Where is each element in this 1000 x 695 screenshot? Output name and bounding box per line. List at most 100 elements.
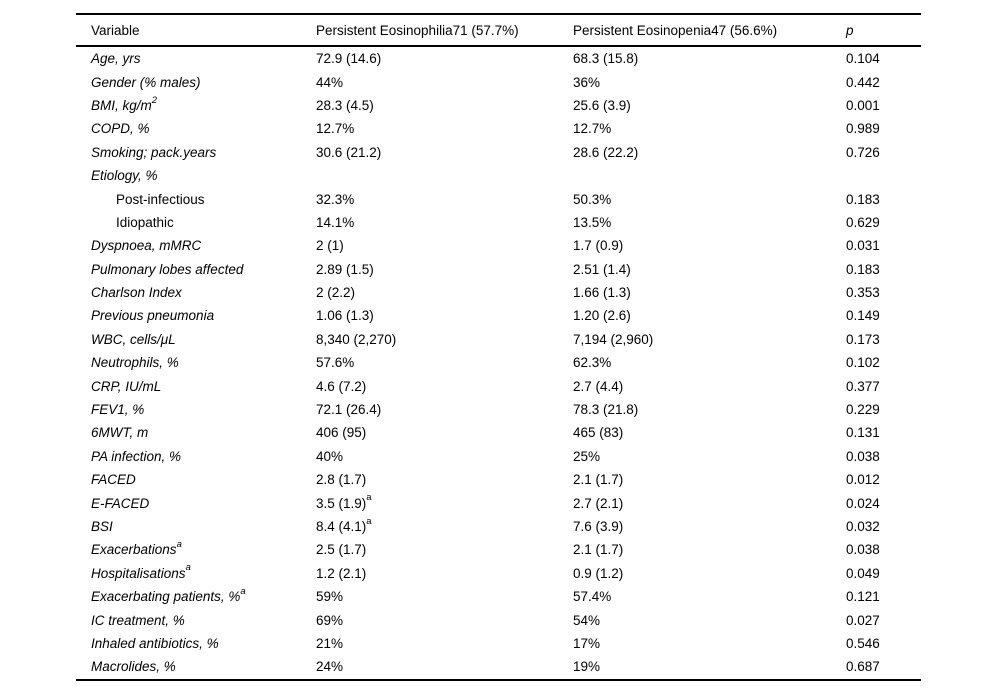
- p-value: 0.038: [846, 448, 880, 464]
- row-variable-label: Inhaled antibiotics, %: [91, 635, 219, 651]
- eosinopenia-value: 57.4%: [573, 589, 612, 605]
- eosinopenia-value: 2.7 (2.1): [573, 495, 624, 511]
- p-value: 0.038: [846, 542, 880, 558]
- eosinopenia-value: 7,194 (2,960): [573, 331, 654, 347]
- row-variable-label: Neutrophils, %: [91, 355, 179, 371]
- table-row: BMI, kg/m2 28.3 (4.5) 25.6 (3.9) 0.001: [76, 94, 921, 117]
- row-variable-label: Macrolides, %: [91, 659, 176, 675]
- eosinophilia-value: 69%: [316, 612, 344, 628]
- header-p-value: p: [846, 22, 854, 38]
- eosinopenia-value: 12.7%: [573, 121, 612, 137]
- eosinopenia-value: 25%: [573, 448, 601, 464]
- eosinopenia-value: 54%: [573, 612, 601, 628]
- row-variable-label: 6MWT, m: [91, 425, 149, 441]
- p-value: 0.377: [846, 378, 880, 394]
- row-variable-label: WBC, cells/μL: [91, 331, 176, 347]
- table-row: FEV1, % 72.1 (26.4) 78.3 (21.8) 0.229: [76, 398, 921, 421]
- eosinopenia-value: 50.3%: [573, 191, 612, 207]
- eosinophilia-value: 406 (95): [316, 425, 367, 441]
- row-variable-label: Age, yrs: [91, 51, 141, 67]
- header-group-eosinophilia: Persistent Eosinophilia71 (57.7%): [316, 22, 519, 38]
- superscript-marker: a: [366, 492, 372, 504]
- eosinophilia-value: 24%: [316, 659, 344, 675]
- eosinopenia-value: 62.3%: [573, 355, 612, 371]
- eosinophilia-value: 1.2 (2.1): [316, 565, 367, 581]
- table-top-rule: [76, 13, 921, 15]
- table-row: FACED 2.8 (1.7) 2.1 (1.7) 0.012: [76, 468, 921, 491]
- table-row: Exacerbating patients, %a 59% 57.4% 0.121: [76, 585, 921, 608]
- eosinophilia-value: 32.3%: [316, 191, 355, 207]
- superscript-marker: a: [366, 515, 372, 527]
- p-value: 0.104: [846, 51, 880, 67]
- eosinopenia-value: 17%: [573, 635, 601, 651]
- table-row: Post-infectious 32.3% 50.3% 0.183: [76, 187, 921, 210]
- eosinophilia-value: 30.6 (21.2): [316, 144, 382, 160]
- table-header-row: Variable Persistent Eosinophilia71 (57.7…: [76, 15, 921, 45]
- table-row: PA infection, % 40% 25% 0.038: [76, 445, 921, 468]
- table-row: E-FACED 3.5 (1.9)a 2.7 (2.1) 0.024: [76, 491, 921, 514]
- p-value: 0.049: [846, 565, 880, 581]
- table-row: Hospitalisationsa 1.2 (2.1) 0.9 (1.2) 0.049: [76, 562, 921, 585]
- eosinophilia-value: 57.6%: [316, 355, 355, 371]
- eosinophilia-value: 59%: [316, 589, 344, 605]
- eosinophilia-value: 2 (1): [316, 238, 344, 254]
- p-value: 0.102: [846, 355, 880, 371]
- row-variable-label: FEV1, %: [91, 402, 145, 418]
- eosinophilia-value: 28.3 (4.5): [316, 97, 374, 113]
- p-value: 0.546: [846, 635, 880, 651]
- row-variable-label: Etiology, %: [91, 168, 158, 184]
- eosinophilia-value: 2 (2.2): [316, 285, 356, 301]
- eosinophilia-value: 1.06 (1.3): [316, 308, 374, 324]
- comparison-table: Variable Persistent Eosinophilia71 (57.7…: [76, 13, 921, 681]
- row-variable-label: Gender (% males): [91, 74, 201, 90]
- table-row: Neutrophils, % 57.6% 62.3% 0.102: [76, 351, 921, 374]
- table-row: Previous pneumonia 1.06 (1.3) 1.20 (2.6) 0.…: [76, 304, 921, 327]
- table-body: Age, yrs 72.9 (14.6) 68.3 (15.8) 0.104 Gende…: [76, 47, 921, 679]
- table-row: 6MWT, m 406 (95) 465 (83) 0.131: [76, 421, 921, 444]
- table-row: Pulmonary lobes affected 2.89 (1.5) 2.51 (…: [76, 258, 921, 281]
- eosinopenia-value: 465 (83): [573, 425, 624, 441]
- eosinopenia-value: 25.6 (3.9): [573, 97, 631, 113]
- eosinopenia-value: 1.7 (0.9): [573, 238, 624, 254]
- table-bottom-rule: [76, 678, 921, 681]
- eosinophilia-value: 8.4 (4.1)a: [316, 515, 372, 534]
- p-value: 0.149: [846, 308, 880, 324]
- eosinophilia-value: 40%: [316, 448, 344, 464]
- row-variable-label: Dyspnoea, mMRC: [91, 238, 202, 254]
- p-value: 0.001: [846, 97, 880, 113]
- table-row: Macrolides, % 24% 19% 0.687: [76, 655, 921, 678]
- row-variable-label: CRP, IU/mL: [91, 378, 162, 394]
- table-row: BSI 8.4 (4.1)a 7.6 (3.9) 0.032: [76, 515, 921, 538]
- eosinophilia-value: 72.9 (14.6): [316, 51, 382, 67]
- table-row: WBC, cells/μL 8,340 (2,270) 7,194 (2,960) 0…: [76, 328, 921, 351]
- eosinopenia-value: 0.9 (1.2): [573, 565, 624, 581]
- row-variable-label: E-FACED: [91, 495, 150, 511]
- p-value: 0.131: [846, 425, 880, 441]
- p-value: 0.687: [846, 659, 880, 675]
- eosinophilia-value: 2.89 (1.5): [316, 261, 374, 277]
- row-variable-label: IC treatment, %: [91, 612, 185, 628]
- eosinophilia-value: 12.7%: [316, 121, 355, 137]
- p-value: 0.353: [846, 285, 880, 301]
- row-variable-label: Smoking; pack.years: [91, 144, 217, 160]
- table-header-rule: [76, 45, 921, 47]
- table-row: Idiopathic 14.1% 13.5% 0.629: [76, 211, 921, 234]
- eosinopenia-value: 28.6 (22.2): [573, 144, 639, 160]
- eosinopenia-value: 2.51 (1.4): [573, 261, 631, 277]
- table-row: CRP, IU/mL 4.6 (7.2) 2.7 (4.4) 0.377: [76, 374, 921, 397]
- eosinophilia-value: 14.1%: [316, 214, 355, 230]
- eosinophilia-value: 2.5 (1.7): [316, 542, 367, 558]
- p-value: 0.989: [846, 121, 880, 137]
- table-row: Etiology, %: [76, 164, 921, 187]
- p-value: 0.229: [846, 402, 880, 418]
- eosinopenia-value: 13.5%: [573, 214, 612, 230]
- eosinophilia-value: 4.6 (7.2): [316, 378, 367, 394]
- table-row: IC treatment, % 69% 54% 0.027: [76, 608, 921, 631]
- eosinopenia-value: 36%: [573, 74, 601, 90]
- superscript-marker: 2: [151, 94, 158, 106]
- eosinopenia-value: 19%: [573, 659, 601, 675]
- table-row: Exacerbationsa 2.5 (1.7) 2.1 (1.7) 0.038: [76, 538, 921, 561]
- eosinophilia-value: 2.8 (1.7): [316, 472, 367, 488]
- eosinopenia-value: 1.20 (2.6): [573, 308, 631, 324]
- p-value: 0.024: [846, 495, 880, 511]
